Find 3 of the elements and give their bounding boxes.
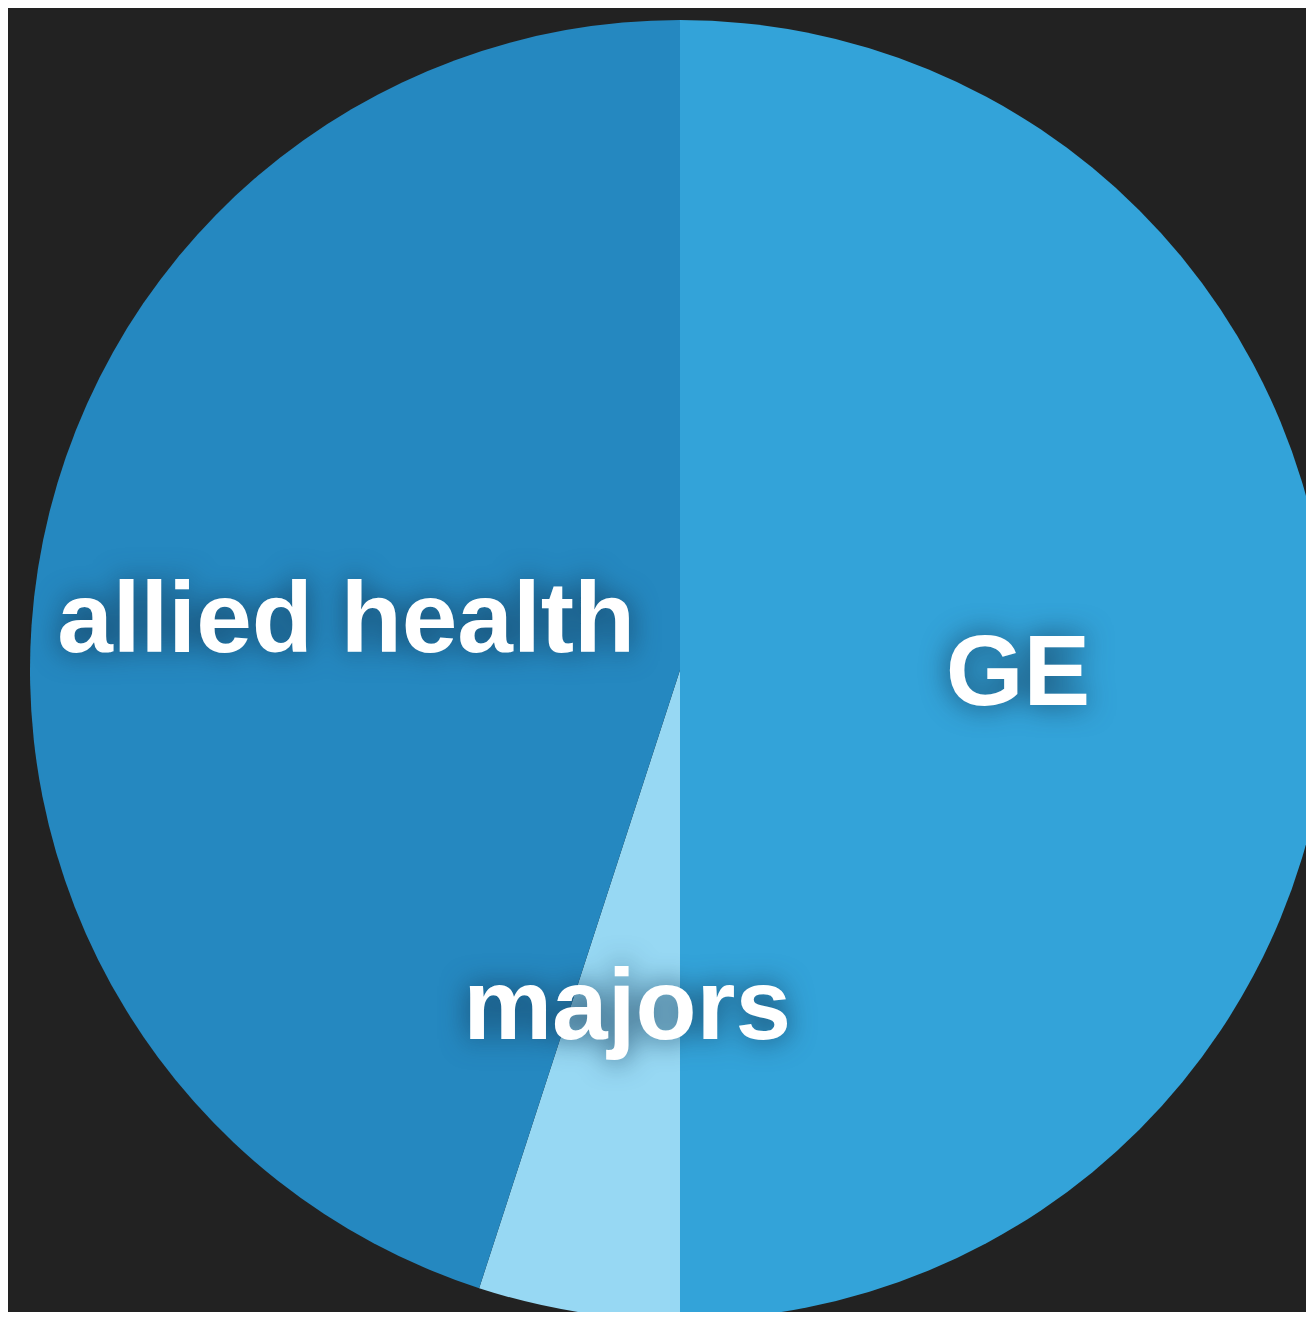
slice-label: GE	[945, 614, 1091, 726]
slice-label: allied health	[57, 561, 636, 674]
slice-label: majors	[463, 947, 792, 1060]
